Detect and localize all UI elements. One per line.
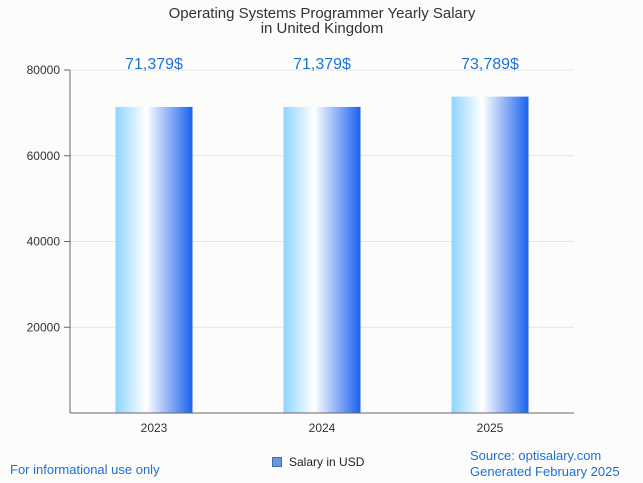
x-axis-ticks: 2023 2024 2025 (141, 421, 504, 435)
y-tick-label: 80000 (27, 63, 61, 77)
bar (115, 106, 193, 414)
data-label: 73,789$ (461, 56, 519, 73)
source-link[interactable]: Source: optisalary.com (470, 448, 602, 463)
generated-date: Generated February 2025 (470, 464, 620, 479)
y-tick-label: 20000 (27, 320, 61, 334)
data-label: 71,379$ (293, 56, 351, 73)
legend: Salary in USD (272, 455, 364, 469)
data-label: 71,379$ (125, 56, 183, 73)
chart-title-line-1: Operating Systems Programmer Yearly Sala… (169, 5, 476, 22)
chart-title-line-2: in United Kingdom (261, 20, 384, 37)
disclaimer-text: For informational use only (10, 462, 160, 477)
bars (115, 96, 529, 414)
source-block: Source: optisalary.com Generated Februar… (470, 448, 620, 480)
legend-label: Salary in USD (289, 455, 365, 469)
y-tick-label: 60000 (27, 149, 61, 163)
data-labels: 71,379$ 71,379$ 73,789$ (125, 56, 519, 73)
x-tick-label: 2024 (309, 421, 336, 435)
y-tick-label: 40000 (27, 235, 61, 249)
x-tick-label: 2025 (477, 421, 504, 435)
x-tick-label: 2023 (141, 421, 168, 435)
legend-swatch (272, 457, 282, 467)
y-axis-ticks: 20000 40000 60000 80000 (27, 63, 70, 334)
bar (283, 106, 361, 414)
bar (451, 96, 529, 413)
